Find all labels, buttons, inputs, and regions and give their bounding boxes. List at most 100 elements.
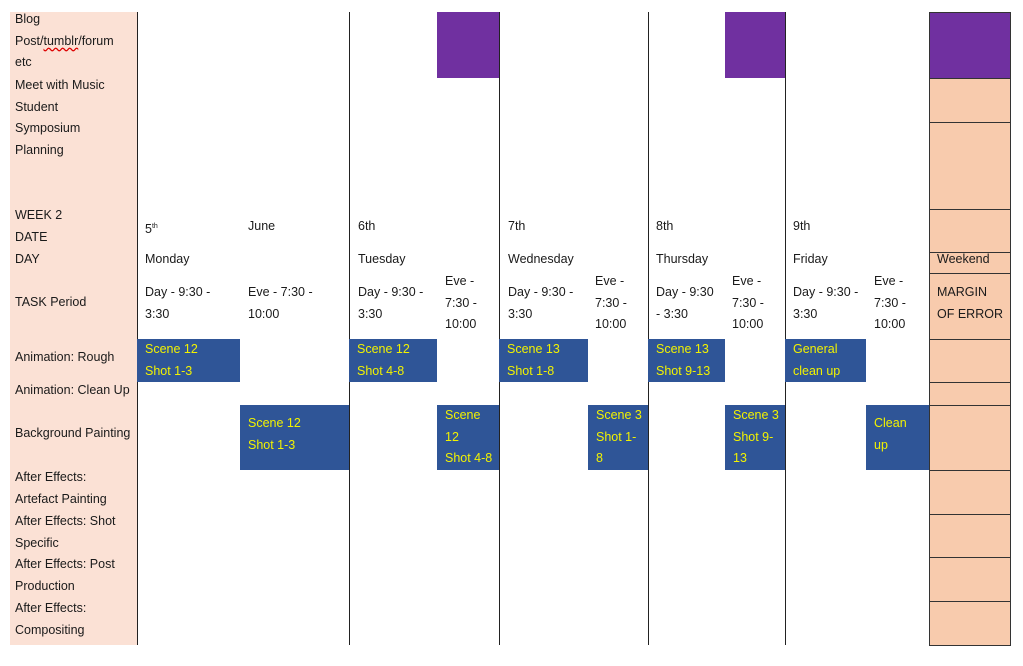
label-text: etc: [15, 55, 32, 70]
task-text: Shot 1-8: [507, 363, 555, 378]
day-period: Day - 9:30 - 3:30: [358, 282, 423, 325]
eve-period: Eve - 7:30 - 10:00: [248, 282, 313, 325]
divider: [499, 12, 500, 645]
task-text: Scene 3: [596, 408, 642, 422]
eve-period: Eve - 7:30 - 10:00: [732, 271, 764, 336]
period-text: Day - 9:30 -: [508, 285, 574, 299]
task-text: up: [874, 437, 888, 452]
date-suffix: th: [151, 223, 158, 230]
period-text: - 3:30: [656, 306, 688, 321]
period-text: Eve -: [732, 274, 762, 288]
divider: [785, 12, 786, 645]
task-text: 8: [596, 451, 603, 466]
weekend-cell: [929, 209, 1011, 253]
date-friday: 9th: [793, 219, 811, 233]
task-block[interactable]: Scene 3 Shot 1- 8: [588, 405, 648, 470]
day-period: Day - 9:30 - 3:30: [508, 282, 573, 325]
row-label: After Effects: Post Production: [15, 554, 115, 597]
divider: [349, 12, 350, 645]
period-text: Day - 9:30: [656, 285, 714, 299]
weekend-cell: [929, 122, 1011, 210]
task-period-label: TASK Period: [15, 295, 87, 309]
symposium-label: Symposium Planning: [15, 118, 80, 161]
day-period: Day - 9:30 - 3:30: [793, 282, 858, 325]
date-monday: 5th: [145, 216, 158, 241]
eve-period: Eve - 7:30 - 10:00: [874, 271, 906, 336]
task-block[interactable]: Scene 12 Shot 1-3: [137, 339, 240, 382]
task-text: Scene: [445, 408, 481, 422]
period-text: 3:30: [508, 306, 533, 321]
blog-label: Blog Post/tumblr/forum etc: [15, 9, 114, 74]
task-block[interactable]: General clean up: [785, 339, 866, 382]
label-text: After Effects: Shot: [15, 514, 116, 528]
task-block[interactable]: Scene 12 Shot 4-8: [349, 339, 437, 382]
task-text: Shot 4-8: [357, 363, 405, 378]
weekend-cell: [929, 601, 1011, 646]
task-text: 13: [733, 451, 747, 466]
period-text: 10:00: [732, 317, 764, 332]
label-column: [10, 12, 137, 645]
period-text: Eve -: [874, 274, 904, 288]
task-block[interactable]: Scene 13 Shot 9-13: [648, 339, 725, 382]
milestone-block: [725, 12, 785, 78]
day-monday: Monday: [145, 252, 190, 266]
task-text: Shot 1-3: [145, 363, 193, 378]
weekend-cell: [929, 339, 1011, 383]
task-text: Scene 13: [507, 342, 560, 356]
task-block[interactable]: Scene 13 Shot 1-8: [499, 339, 588, 382]
eve-period: Eve - 7:30 - 10:00: [445, 271, 477, 336]
period-text: 7:30 -: [732, 295, 764, 310]
period-text: Day - 9:30 -: [793, 285, 859, 299]
period-text: 10:00: [445, 317, 477, 332]
label-text: Production: [15, 578, 75, 593]
task-text: Shot 1-3: [248, 437, 296, 452]
row-label: Background Painting: [15, 426, 131, 440]
weekend-cell: [929, 514, 1011, 558]
task-text: Scene 3: [733, 408, 779, 422]
eve-period: Eve - 7:30 - 10:00: [595, 271, 627, 336]
period-text: 7:30 -: [874, 295, 906, 310]
divider: [648, 12, 649, 645]
period-text: Day - 9:30 -: [358, 285, 424, 299]
date-text: 5: [145, 222, 152, 237]
task-block[interactable]: Clean up: [866, 405, 929, 470]
label-text: Artefact Painting: [15, 491, 107, 506]
label-text: Compositing: [15, 622, 85, 637]
task-block[interactable]: Scene 12 Shot 1-3: [240, 405, 349, 470]
period-text: OF ERROR: [937, 306, 1003, 321]
task-text: Shot 9-13: [656, 363, 711, 378]
day-period: Day - 9:30 - 3:30: [145, 282, 210, 325]
task-text: Scene 13: [656, 342, 709, 356]
label-text: After Effects:: [15, 470, 87, 484]
task-block[interactable]: Scene 12 Shot 4-8: [437, 405, 499, 470]
weekend-cell: [929, 470, 1011, 515]
period-text: 3:30: [793, 306, 818, 321]
day-thursday: Thursday: [656, 252, 709, 266]
task-text: clean up: [793, 363, 841, 378]
day-period: Day - 9:30 - 3:30: [656, 282, 714, 325]
period-text: 7:30 -: [595, 295, 627, 310]
label-text: Meet with Music: [15, 78, 105, 92]
label-text: Symposium: [15, 121, 81, 135]
row-label: After Effects: Artefact Painting: [15, 467, 107, 510]
day-tuesday: Tuesday: [358, 252, 406, 266]
task-block[interactable]: Scene 3 Shot 9- 13: [725, 405, 785, 470]
row-label: Animation: Clean Up: [15, 383, 130, 397]
period-text: Eve -: [595, 274, 625, 288]
day-wednesday: Wednesday: [508, 252, 574, 266]
weekend-label: Weekend: [937, 252, 990, 266]
weekend-cell: [929, 405, 1011, 471]
task-text: 12: [445, 429, 459, 444]
period-text: Eve - 7:30 -: [248, 285, 313, 299]
task-text: Scene 12: [248, 416, 301, 430]
week-label: WEEK 2: [15, 208, 63, 222]
period-text: 3:30: [358, 306, 383, 321]
row-label: Animation: Rough: [15, 350, 115, 364]
row-label: After Effects: Compositing: [15, 598, 86, 641]
weekend-cell: [929, 78, 1011, 123]
task-text: Shot 9-: [733, 429, 774, 444]
period-text: 10:00: [874, 317, 906, 332]
period-text: Eve -: [445, 274, 475, 288]
task-text: Shot 1-: [596, 429, 637, 444]
